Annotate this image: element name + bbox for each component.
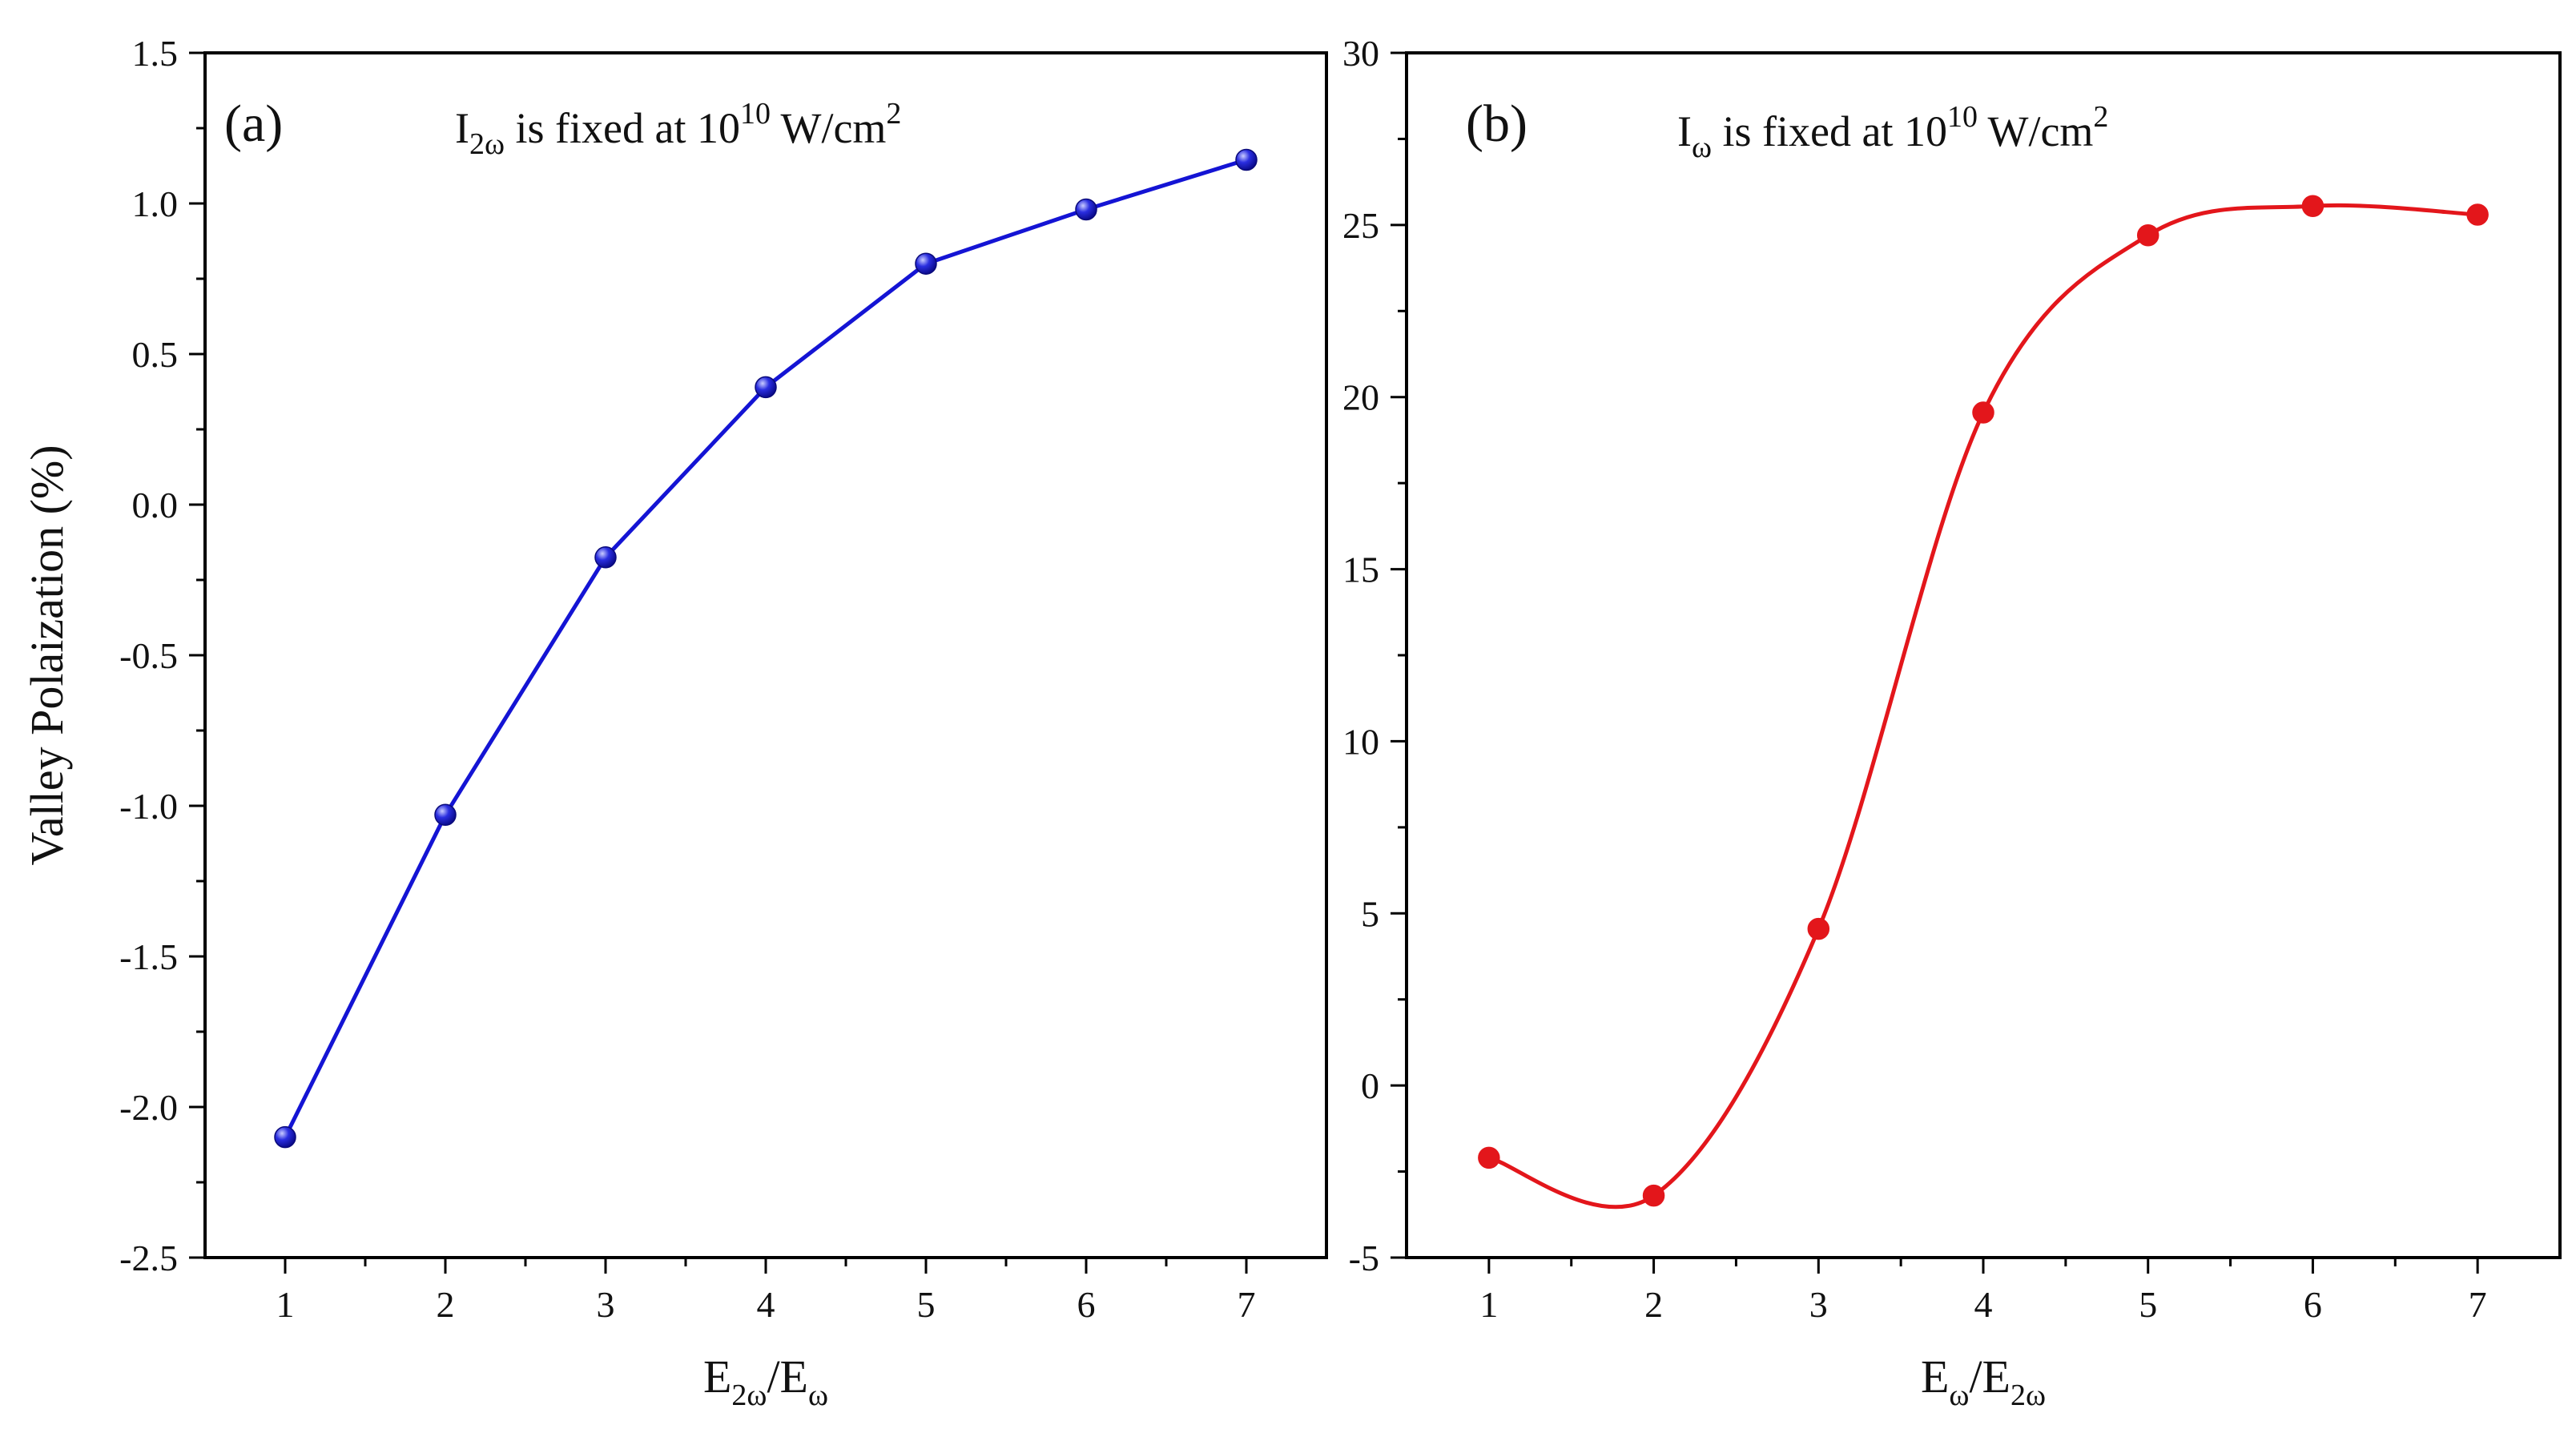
x-tick-label-a: 3 (597, 1284, 615, 1325)
annotation-b: Iω is fixed at 1010 W/cm2 (1677, 100, 2108, 164)
data-point-b (1807, 917, 1830, 940)
x-tick-label-a: 1 (276, 1284, 295, 1325)
y-tick-label-b: -5 (1349, 1238, 1379, 1278)
panel-label-a: (a) (224, 95, 283, 153)
x-tick-label-a: 6 (1077, 1284, 1096, 1325)
data-point-a (594, 546, 617, 569)
y-axis-title: Valley Polaization (%) (21, 445, 73, 865)
annotation-a: I2ω is fixed at 1010 W/cm2 (455, 97, 901, 161)
x-tick-label-b: 6 (2304, 1284, 2322, 1325)
y-tick-label-b: 15 (1342, 549, 1379, 590)
data-point-b (2301, 195, 2324, 217)
x-tick-label-a: 7 (1238, 1284, 1256, 1325)
data-point-a (755, 376, 777, 399)
y-tick-label-a: 0.0 (132, 485, 179, 525)
ticks-b: 1 2 3 4 5 6 7 -5 0 5 10 15 20 25 30 (1342, 33, 2487, 1325)
y-tick-label-b: 20 (1342, 377, 1379, 418)
x-tick-label-a: 2 (437, 1284, 455, 1325)
y-tick-label-a: -2.0 (119, 1087, 178, 1128)
data-point-a (1235, 148, 1258, 171)
y-tick-label-b: 0 (1361, 1065, 1379, 1106)
x-axis-title-b: Eω/E2ω (1921, 1351, 2046, 1412)
plot-frame-a (203, 51, 1328, 1259)
x-tick-label-b: 7 (2469, 1284, 2487, 1325)
data-point-b (1972, 401, 1994, 424)
x-tick-label-b: 1 (1479, 1284, 1498, 1325)
panel-a: 1 2 3 4 5 6 7-2.5-2.0-1.5-1.0-0.50.00.51.01.5 … (21, 33, 1328, 1412)
series-a (274, 148, 1258, 1149)
x-tick-label-a: 4 (757, 1284, 775, 1325)
y-tick-label-a: 0.5 (132, 334, 179, 375)
series-line-a (283, 158, 1247, 1138)
data-point-b (1478, 1146, 1500, 1169)
data-point-b (2466, 203, 2489, 226)
y-tick-label-a: -1.5 (119, 936, 178, 977)
data-point-a (1075, 198, 1097, 221)
y-tick-label-b: 10 (1342, 721, 1379, 762)
panel-label-b: (b) (1466, 95, 1527, 153)
y-tick-label-a: -1.0 (119, 786, 178, 827)
y-tick-label-b: 30 (1342, 33, 1379, 74)
y-tick-label-b: 5 (1361, 893, 1379, 934)
ticks-a: 1 2 3 4 5 6 7 -2.5 -2.0 -1.5 -1.0 -0.5 0.0 0.5 1.0 1.5 (119, 33, 1255, 1325)
x-axis-title-a: E2ω/Eω (703, 1351, 828, 1412)
data-point-a (434, 803, 457, 827)
data-point-a (915, 252, 937, 275)
panel-b: 1 2 3 4 5 6 7 -5 0 5 10 15 20 25 30 (b) Iω is fixed at… (1342, 33, 2562, 1412)
x-tick-label-b: 3 (1809, 1284, 1828, 1325)
y-tick-label-a: -0.5 (119, 635, 178, 676)
x-tick-label-b: 5 (2139, 1284, 2157, 1325)
x-tick-label-a: 5 (917, 1284, 936, 1325)
series-b (1478, 195, 2489, 1210)
x-tick-label-b: 4 (1974, 1284, 1993, 1325)
y-tick-label-b: 25 (1342, 205, 1379, 246)
data-point-b (2136, 223, 2159, 247)
y-tick-label-a: 1.5 (132, 33, 179, 74)
x-tick-label-b: 2 (1644, 1284, 1663, 1325)
data-point-a (274, 1125, 296, 1149)
data-point-b (1642, 1184, 1665, 1207)
y-tick-label-a: -2.5 (119, 1238, 178, 1278)
series-line-b (1488, 203, 2478, 1210)
y-tick-label-a: 1.0 (132, 183, 179, 224)
plot-frame-b (1405, 51, 2562, 1259)
